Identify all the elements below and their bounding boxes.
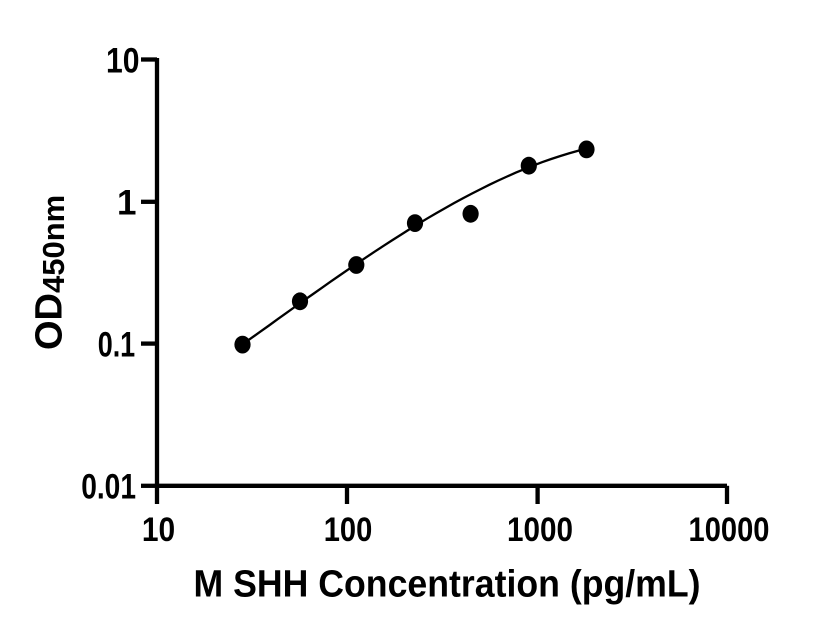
svg-text:10: 10 [142,511,175,549]
svg-text:1000: 1000 [507,511,573,549]
svg-text:10000: 10000 [689,511,770,549]
svg-text:0.1: 0.1 [98,326,136,365]
svg-text:M SHH Concentration (pg/mL): M SHH Concentration (pg/mL) [194,564,701,606]
svg-text:100: 100 [324,511,373,549]
svg-text:OD450nm: OD450nm [29,195,72,350]
svg-text:0.01: 0.01 [81,468,136,507]
svg-text:10: 10 [106,41,140,80]
svg-text:1: 1 [117,184,136,223]
